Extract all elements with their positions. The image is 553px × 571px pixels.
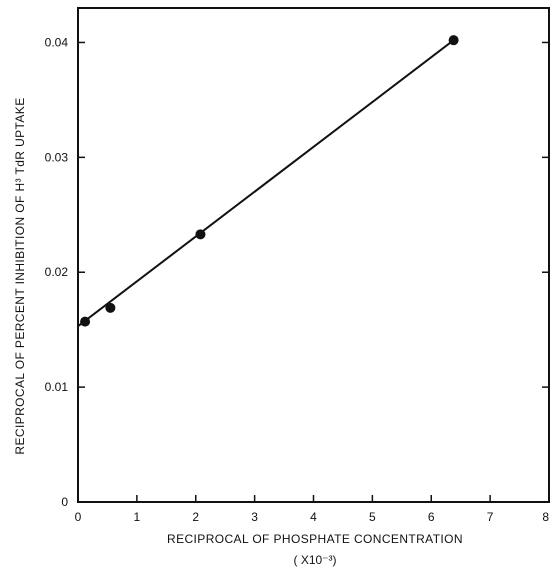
regression-line-layer xyxy=(77,39,455,327)
y-tick-label: 0.02 xyxy=(45,265,69,279)
data-point xyxy=(80,316,91,327)
data-point xyxy=(448,35,459,46)
x-tick-label: 5 xyxy=(369,510,376,524)
data-point xyxy=(105,302,116,313)
x-tick-label: 1 xyxy=(134,510,141,524)
regression-line xyxy=(77,39,455,327)
x-axis-unit-label: ( X10⁻³) xyxy=(293,553,336,567)
y-axis-title: RECIPROCAL OF PERCENT INHIBITION OF H³ T… xyxy=(13,97,27,454)
y-axis-ticks: 0 0.01 0.02 0.03 0.04 xyxy=(45,35,549,509)
data-point xyxy=(195,229,206,240)
y-tick-label: 0.01 xyxy=(45,380,69,394)
y-tick-label: 0.04 xyxy=(45,35,69,49)
y-tick-label: 0 xyxy=(61,495,68,509)
x-axis-title: RECIPROCAL OF PHOSPHATE CONCENTRATION xyxy=(167,532,463,546)
x-tick-label: 4 xyxy=(310,510,317,524)
x-tick-label: 8 xyxy=(542,510,549,524)
x-axis-ticks: 0 1 2 3 4 5 6 7 8 xyxy=(75,495,550,524)
plot-border xyxy=(77,7,550,503)
data-points-layer xyxy=(80,35,459,327)
x-tick-label: 2 xyxy=(192,510,199,524)
x-tick-label: 7 xyxy=(487,510,494,524)
plot-frame xyxy=(77,7,550,503)
x-tick-label: 3 xyxy=(251,510,258,524)
y-tick-label: 0.03 xyxy=(45,150,69,164)
x-tick-label: 0 xyxy=(75,510,82,524)
x-tick-label: 6 xyxy=(428,510,435,524)
